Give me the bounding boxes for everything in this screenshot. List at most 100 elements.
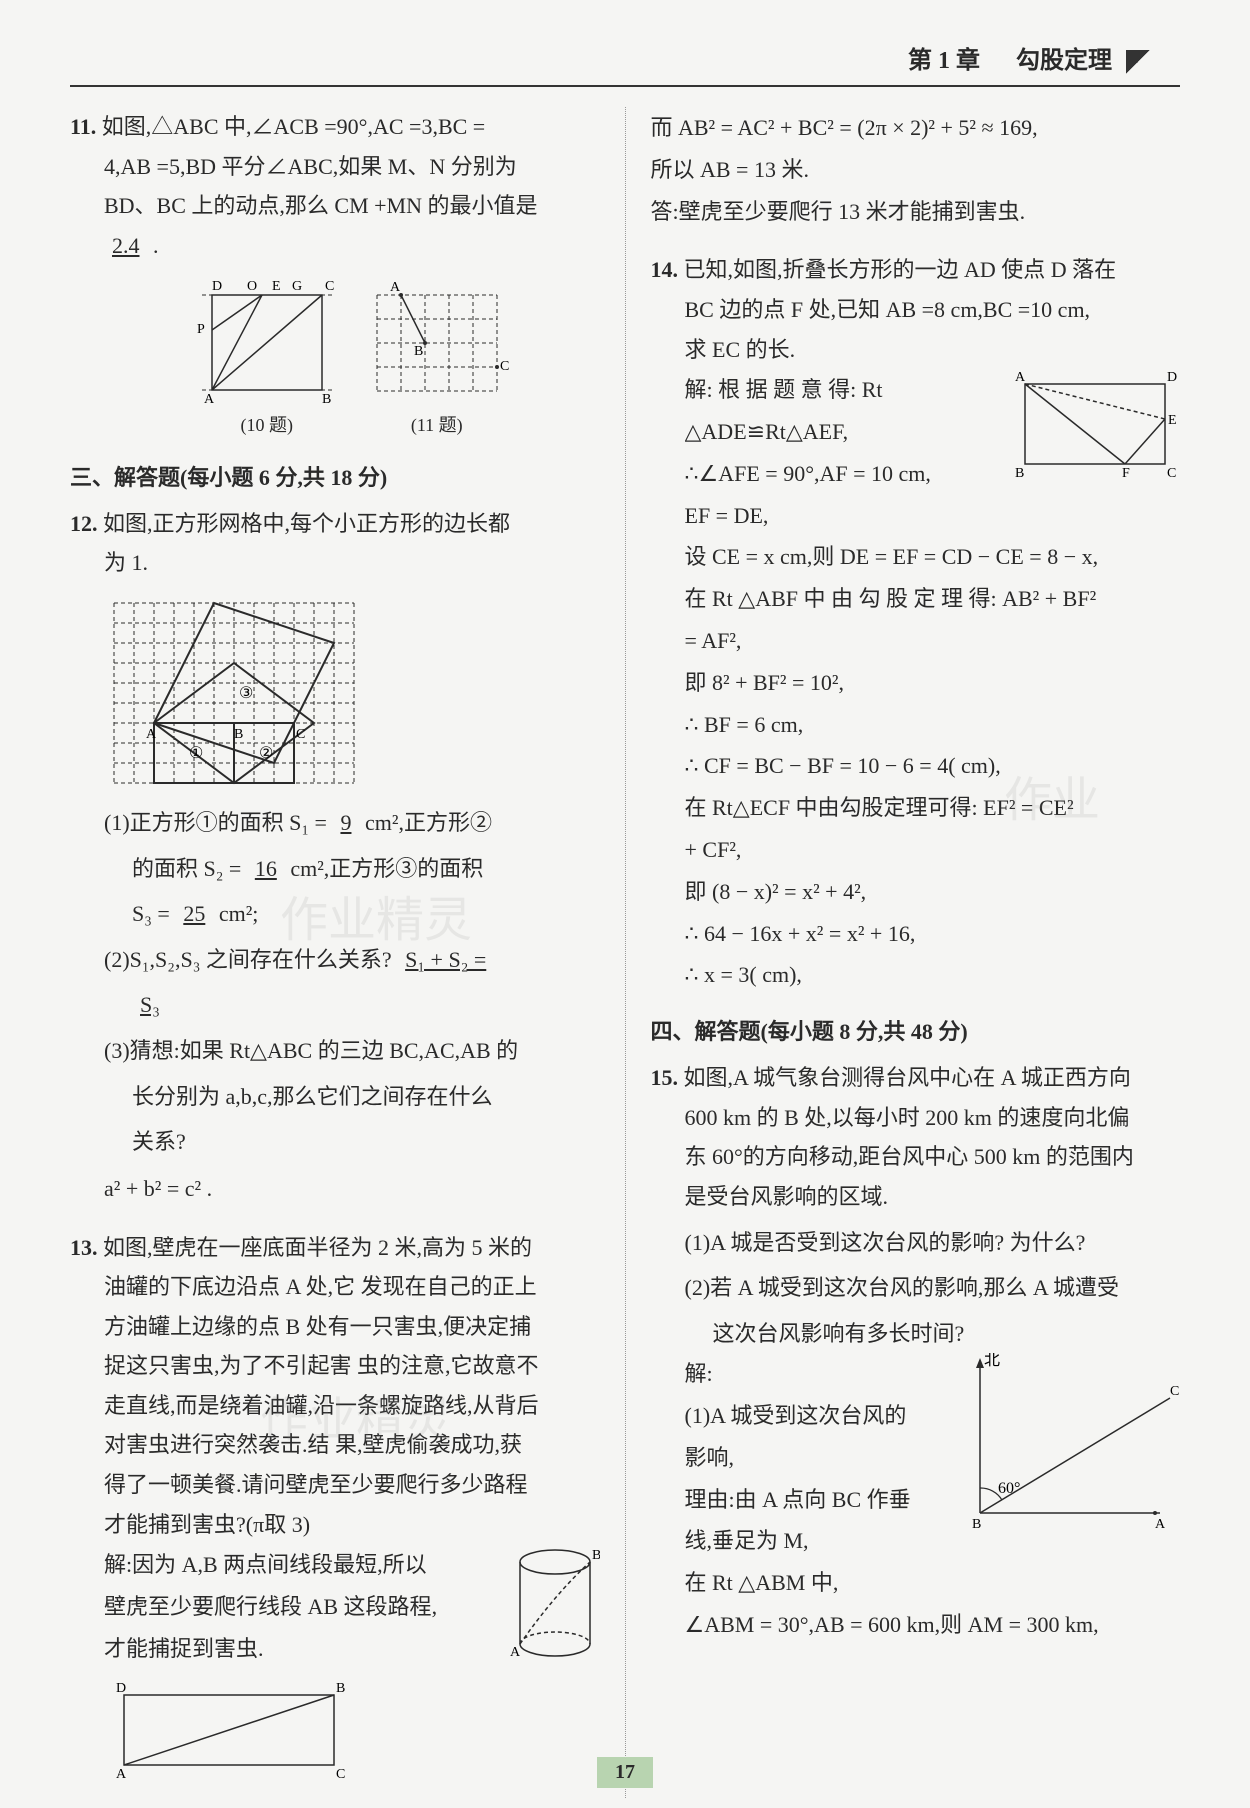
svg-text:①: ① (189, 745, 203, 762)
problem-number: 12. (70, 511, 98, 536)
section-4-title: 四、解答题(每小题 8 分,共 48 分) (651, 1014, 1181, 1046)
svg-text:B: B (336, 1681, 345, 1696)
problem-text: 走直线,而是绕着油罐,沿一条螺旋路线,从背后 (104, 1386, 600, 1426)
svg-text:A: A (116, 1767, 127, 1780)
answer-text: a² + b² = c² . (104, 1168, 600, 1210)
sub-text: cm²; (219, 901, 259, 926)
sub-text: 长分别为 a,b,c,那么它们之间存在什么 (104, 1077, 600, 1117)
problem-text: 如图,A 城气象台测得台风中心在 A 城正西方向 (684, 1065, 1131, 1090)
svg-text:A: A (1155, 1517, 1166, 1532)
sub-text: cm²,正方形② (365, 810, 492, 835)
sub-text: 这次台风影响有多长时间? (685, 1314, 1181, 1354)
answer-blank: S₁ + S₂ = (397, 947, 494, 972)
figure-caption: (10 题) (192, 409, 342, 441)
svg-text:P: P (197, 322, 205, 337)
answer-text: EF = DE, (685, 495, 1181, 537)
answer-text: 答:壁虎至少要爬行 13 米才能捕到害虫. (651, 191, 1181, 233)
problem-number: 11. (70, 114, 96, 139)
svg-text:O: O (247, 279, 257, 294)
north-label: 北 (984, 1353, 1000, 1369)
svg-text:C: C (1170, 1384, 1179, 1399)
svg-text:A: A (510, 1645, 521, 1660)
answer-blank: 25 (175, 901, 213, 926)
problem-text: 600 km 的 B 处,以每小时 200 km 的速度向北偏 (685, 1098, 1181, 1138)
cylinder-diagram: A B (510, 1544, 600, 1664)
problem-text: 捉这只害虫,为了不引起害 虫的注意,它故意不 (104, 1346, 600, 1386)
svg-text:E: E (272, 279, 281, 294)
page-header: 第 1 章 勾股定理 (70, 40, 1180, 87)
problem-text: 油罐的下底边沿点 A 处,它 发现在自己的正上 (104, 1267, 600, 1307)
answer-text: 设 CE = x cm,则 DE = EF = CD − CE = 8 − x, (685, 536, 1181, 578)
answer-text: = AF², (685, 620, 1181, 662)
diagram-12: ① ② ③ A B C (104, 593, 364, 793)
problem-text: 如图,壁虎在一座底面半径为 2 米,高为 5 米的 (103, 1235, 532, 1260)
sub-text: (1)正方形①的面积 S₁ = (104, 810, 327, 835)
figure-11: A B C (11 题) (362, 275, 512, 441)
section-3-title: 三、解答题(每小题 6 分,共 18 分) (70, 460, 600, 492)
svg-text:F: F (1122, 466, 1130, 479)
problem-text: 得了一顿美餐.请问壁虎至少要爬行多少路程 (104, 1465, 600, 1505)
problem-text: 为 1. (104, 543, 600, 583)
svg-text:G: G (292, 279, 302, 294)
problem-text: 已知,如图,折叠长方形的一边 AD 使点 D 落在 (684, 257, 1117, 282)
problem-12: 12. 如图,正方形网格中,每个小正方形的边长都 为 1. (70, 504, 600, 1210)
problem-14: 14. 已知,如图,折叠长方形的一边 AD 使点 D 落在 BC 边的点 F 处… (651, 250, 1181, 996)
content-area: 11. 如图,△ABC 中,∠ACB =90°,AC =3,BC = 4,AB … (70, 107, 1180, 1798)
fold-diagram: A D E B F C (1010, 369, 1180, 479)
sub-text: (2)若 A 城受到这次台风的影响,那么 A 城遭受 (685, 1268, 1181, 1308)
sub-text: cm²,正方形③的面积 (290, 856, 483, 881)
answer-text: ∠ABM = 30°,AB = 600 km,则 AM = 300 km, (685, 1604, 1181, 1646)
chapter-label: 第 1 章 (908, 48, 980, 74)
svg-text:B: B (234, 727, 243, 742)
answer-blank: S₃ (132, 992, 168, 1017)
problem-text: 如图,△ABC 中,∠ACB =90°,AC =3,BC = (102, 114, 485, 139)
answer-text: 即 8² + BF² = 10², (685, 662, 1181, 704)
right-column: 而 AB² = AC² + BC² = (2π × 2)² + 5² ≈ 169… (651, 107, 1181, 1798)
answer-text: 在 Rt △ABF 中 由 勾 股 定 理 得: AB² + BF² (685, 578, 1181, 620)
sub-text: (2)S₁,S₂,S₃ 之间存在什么关系? (104, 947, 392, 972)
svg-text:A: A (1015, 370, 1026, 385)
angle-label: 60° (998, 1480, 1020, 1497)
column-divider (625, 107, 626, 1798)
svg-text:B: B (972, 1517, 981, 1532)
problem-text: 4,AB =5,BD 平分∠ABC,如果 M、N 分别为 (104, 147, 600, 187)
answer-text: 即 (8 − x)² = x² + 4², (685, 871, 1181, 913)
svg-text:A: A (146, 727, 157, 742)
svg-text:C: C (1167, 466, 1176, 479)
answer-text: ∴ CF = BC − BF = 10 − 6 = 4( cm), (685, 745, 1181, 787)
answer-text: + CF², (685, 829, 1181, 871)
svg-text:D: D (1167, 370, 1177, 385)
sub-text: S₃ = (132, 901, 170, 926)
problem-text: 是受台风影响的区域. (685, 1177, 1181, 1217)
sub-text: (1)A 城是否受到这次台风的影响? 为什么? (685, 1223, 1181, 1263)
problem-number: 15. (651, 1065, 679, 1090)
problem-15: 15. 如图,A 城气象台测得台风中心在 A 城正西方向 600 km 的 B … (651, 1058, 1181, 1646)
problem-text: BC 边的点 F 处,已知 AB =8 cm,BC =10 cm, (685, 290, 1181, 330)
problem-13: 13. 如图,壁虎在一座底面半径为 2 米,高为 5 米的 油罐的下底边沿点 A… (70, 1228, 600, 1780)
problem-13-continued: 而 AB² = AC² + BC² = (2π × 2)² + 5² ≈ 169… (651, 107, 1181, 232)
chapter-title: 勾股定理 (1016, 48, 1112, 74)
answer-text: 在 Rt△ECF 中由勾股定理可得: EF² = CE² (685, 787, 1181, 829)
svg-text:C: C (296, 727, 305, 742)
page-number: 17 (597, 1757, 653, 1788)
rectangle-diagram: D B A C (104, 1680, 364, 1780)
answer-text: 在 Rt △ABM 中, (685, 1562, 1181, 1604)
answer-text: ∴ BF = 6 cm, (685, 704, 1181, 746)
header-icon (1126, 50, 1150, 74)
sub-text: (3)猜想:如果 Rt△ABC 的三边 BC,AC,AB 的 (104, 1031, 600, 1071)
diagram-11: A B C (362, 275, 512, 405)
problem-text: 方油罐上边缘的点 B 处有一只害虫,便决定捕 (104, 1307, 600, 1347)
svg-text:②: ② (259, 745, 273, 762)
answer-blank: 9 (332, 810, 359, 835)
problem-text: 东 60°的方向移动,距台风中心 500 km 的范围内 (685, 1137, 1181, 1177)
figure-10: D O E G C P A B (10 题) (192, 275, 342, 441)
problem-text: 求 EC 的长. (685, 330, 1181, 370)
answer-text: 而 AB² = AC² + BC² = (2π × 2)² + 5² ≈ 169… (651, 107, 1181, 149)
sub-text: 的面积 S₂ = (132, 856, 241, 881)
svg-text:D: D (212, 279, 222, 294)
svg-text:C: C (325, 279, 334, 294)
svg-text:A: A (204, 392, 215, 405)
svg-text:D: D (116, 1681, 126, 1696)
period: . (153, 233, 159, 258)
figure-caption: (11 题) (362, 409, 512, 441)
